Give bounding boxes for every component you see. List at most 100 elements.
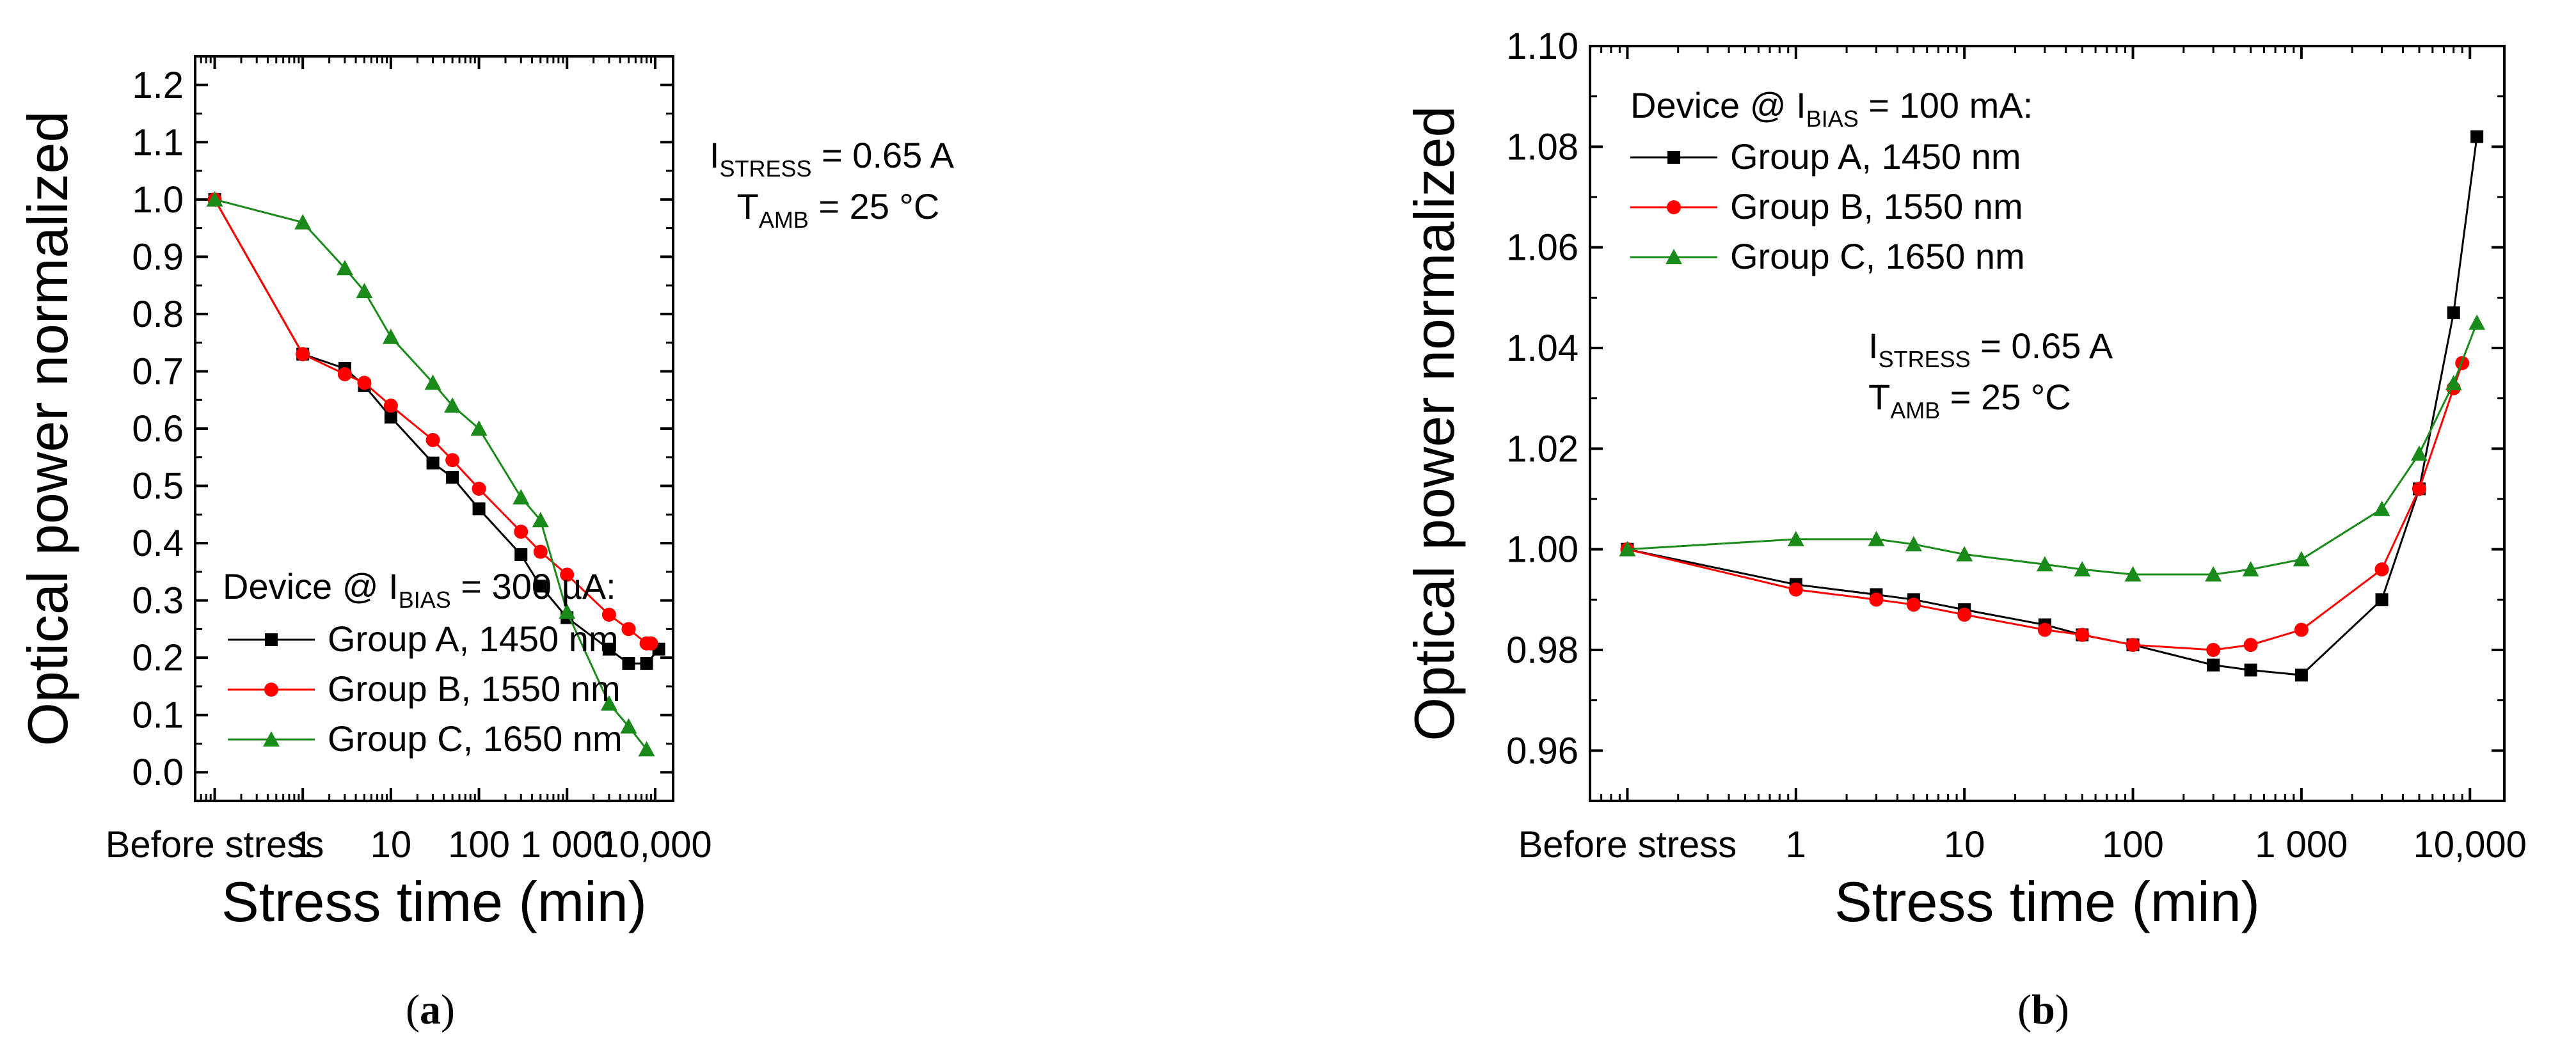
legend-title-subscript: BIAS: [399, 587, 451, 613]
annotation-main: T: [737, 186, 759, 226]
legend-marker: [264, 683, 278, 697]
annotation-main: T: [1868, 377, 1890, 417]
data-point: [384, 411, 397, 424]
annotation-subscript: AMB: [759, 207, 809, 233]
x-axis-label: Stress time (min): [1834, 870, 2260, 933]
panel-caption: (a): [406, 986, 455, 1033]
data-point: [2293, 551, 2310, 567]
y-tick-label: 0.5: [132, 466, 184, 507]
data-point: [472, 502, 486, 516]
x-tick-label: 1 000: [2255, 824, 2348, 866]
data-point: [2470, 130, 2484, 143]
x-axis-label: Stress time (min): [221, 870, 647, 933]
legend-label: Group A, 1450 nm: [1730, 136, 2021, 177]
data-point: [2207, 658, 2220, 672]
data-point: [2412, 482, 2426, 496]
x-tick-label: 1: [1786, 824, 1806, 866]
data-point: [337, 367, 352, 381]
data-point: [602, 642, 616, 656]
legend-title-suffix: = 300 µA:: [451, 566, 616, 606]
y-tick-label: 0.4: [132, 523, 184, 564]
data-point: [426, 456, 440, 470]
data-point: [294, 214, 312, 230]
data-point: [620, 718, 637, 734]
legend-label: Group B, 1550 nm: [1730, 186, 2023, 226]
data-point: [2037, 622, 2052, 637]
annotation-rest: = 0.65 A: [1971, 326, 2113, 366]
x-tick-label: 1: [292, 824, 313, 866]
data-point: [1787, 530, 1804, 546]
legend-title-subscript: BIAS: [1806, 106, 1859, 132]
annotation-rest: = 25 °C: [809, 186, 940, 226]
x-tick-label: 10,000: [2413, 824, 2527, 866]
data-point: [2206, 643, 2221, 657]
series-triangle: [206, 191, 655, 757]
x-tick-label: Before stress: [1518, 824, 1737, 866]
y-tick-label: 0.8: [132, 294, 184, 335]
annotation: ISTRESS = 0.65 A: [1868, 326, 2113, 372]
data-point: [296, 347, 310, 361]
data-point: [2242, 561, 2259, 577]
data-point: [2445, 375, 2462, 391]
y-tick-label: 1.1: [132, 122, 184, 163]
y-axis: 0.96 0.98 1.00 1.02 1.04 1.06 1.08 1.10: [1506, 26, 2504, 771]
chart-panel-a: 0.00.10.20.30.40.50.60.70.80.91.01.11.2B…: [16, 55, 955, 1033]
data-point: [424, 374, 441, 390]
data-point: [640, 657, 653, 670]
legend-marker: [263, 731, 280, 747]
y-tick-label: 0.3: [132, 580, 184, 622]
data-point: [1957, 607, 1972, 622]
data-point: [2410, 445, 2428, 461]
x-tick-label: Before stress: [106, 824, 324, 866]
annotation-main: I: [1868, 326, 1879, 366]
y-tick-label: 1.04: [1506, 328, 1578, 369]
x-tick-label: 1 000: [521, 824, 614, 866]
data-point: [622, 657, 635, 670]
annotation: TAMB = 25 °C: [737, 186, 940, 233]
data-point: [356, 283, 373, 299]
legend-title-prefix: Device @ I: [1630, 85, 1806, 125]
data-point: [621, 622, 636, 637]
legend-marker: [1667, 151, 1680, 164]
data-point: [601, 608, 616, 622]
y-tick-label: 0.9: [132, 236, 184, 278]
y-tick-label: 0.0: [132, 752, 184, 793]
caption-letter: a: [420, 986, 441, 1033]
data-point: [470, 420, 488, 436]
data-point: [357, 376, 372, 390]
data-point: [2075, 628, 2090, 642]
y-axis-label: Optical power normalized: [16, 111, 79, 747]
data-point: [532, 512, 549, 528]
data-point: [383, 399, 398, 413]
data-point: [638, 741, 655, 757]
legend: Device @ IBIAS = 100 mA: Group A, 1450 nm…: [1630, 85, 2033, 276]
data-point: [425, 432, 440, 447]
data-point: [559, 603, 576, 619]
data-point: [2074, 561, 2091, 577]
caption-close: ): [441, 986, 455, 1033]
data-point: [2447, 306, 2460, 319]
data-point: [1788, 582, 1803, 597]
y-tick-label: 0.96: [1506, 730, 1578, 771]
series-line: [214, 198, 648, 750]
annotation-subscript: AMB: [1890, 397, 1940, 423]
data-point: [2205, 566, 2222, 581]
caption-letter: b: [2031, 986, 2055, 1033]
data-point: [2374, 562, 2389, 577]
y-tick-label: 1.0: [132, 179, 184, 221]
data-point: [513, 489, 530, 505]
legend-label: Group C, 1650 nm: [1730, 236, 2025, 276]
data-point: [2036, 556, 2053, 572]
legend-item: Group B, 1550 nm: [228, 668, 621, 709]
data-point: [600, 695, 617, 711]
annotation-rest: = 25 °C: [1940, 377, 2071, 417]
data-point: [514, 548, 528, 561]
y-tick-label: 0.98: [1506, 629, 1578, 671]
data-point: [446, 471, 459, 484]
legend-title-suffix: = 100 mA:: [1859, 85, 2033, 125]
y-tick-label: 0.2: [132, 637, 184, 679]
data-point: [2469, 314, 2486, 330]
